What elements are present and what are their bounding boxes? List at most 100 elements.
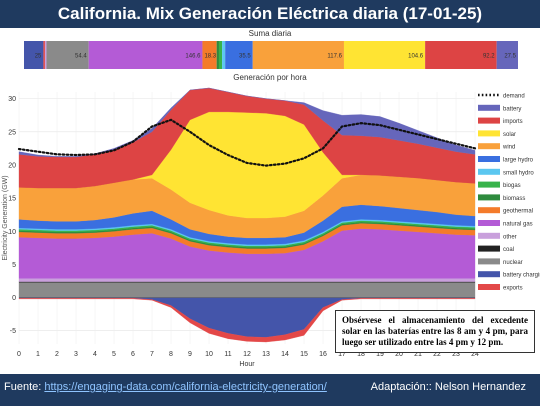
sum-bar-label: 25 xyxy=(35,54,42,60)
legend-label-small-hydro: small hydro xyxy=(503,170,534,176)
y-axis-label: Electricity Generation (GW) xyxy=(2,175,9,260)
x-tick-label: 6 xyxy=(131,351,135,358)
x-tick-label: 17 xyxy=(338,351,346,358)
footer-adaptation: Adaptación:: Nelson Hernandez xyxy=(370,381,526,393)
legend-label-solar: solar xyxy=(503,132,516,138)
x-tick-label: 0 xyxy=(17,351,21,358)
legend-label-coal: coal xyxy=(503,247,514,253)
legend-label-nuclear: nuclear xyxy=(503,260,523,266)
area-exports xyxy=(18,298,476,343)
legend-label-exports: exports xyxy=(503,286,523,292)
x-tick-label: 13 xyxy=(262,351,270,358)
footer-source-label: Fuente: xyxy=(4,381,42,393)
x-tick-label: 7 xyxy=(150,351,154,358)
sum-bar-label: 117.6 xyxy=(327,54,342,60)
legend-label-battery-charging: battery charging xyxy=(503,273,540,279)
legend-swatch-coal xyxy=(478,245,500,252)
x-tick-label: 18 xyxy=(357,351,365,358)
sum-bar-segment xyxy=(202,41,217,69)
sum-bar-label: 92.2 xyxy=(483,54,495,60)
x-tick-label: 14 xyxy=(281,351,289,358)
page-title: California. Mix Generación Eléctrica dia… xyxy=(57,4,483,23)
y-tick-label: 25 xyxy=(8,129,16,136)
sum-bar-segment xyxy=(88,41,203,69)
sum-bar-segment xyxy=(43,41,45,69)
legend-swatch-nuclear xyxy=(478,258,500,265)
sum-bar-label: 18.3 xyxy=(204,54,216,60)
x-tick-label: 4 xyxy=(93,351,97,358)
x-tick-label: 24 xyxy=(471,351,479,358)
legend-label-battery: battery xyxy=(503,106,521,112)
x-tick-label: 9 xyxy=(188,351,192,358)
sum-bar-segment xyxy=(252,41,344,69)
x-tick-label: 11 xyxy=(224,351,231,358)
sum-bar-segment xyxy=(216,41,219,69)
legend-label-large-hydro: large hydro xyxy=(503,158,534,164)
title-bar xyxy=(0,0,540,28)
y-tick-label: 15 xyxy=(8,196,16,203)
y-tick-label: 20 xyxy=(8,162,16,169)
x-axis-label: Hour xyxy=(239,361,255,368)
legend-swatch-imports xyxy=(478,117,500,124)
y-tick-label: 5 xyxy=(12,262,16,269)
sum-bar-segment xyxy=(218,41,223,69)
footer-source: Fuente: https://engaging-data.com/califo… xyxy=(4,381,327,393)
sum-bar-segment xyxy=(343,41,426,69)
sum-bar-segment xyxy=(225,41,253,69)
y-tick-label: 30 xyxy=(8,96,16,103)
x-tick-label: 3 xyxy=(74,351,78,358)
legend-swatch-solar xyxy=(478,130,500,137)
sum-bar-label: 104.6 xyxy=(408,54,424,60)
x-tick-label: 23 xyxy=(452,351,460,358)
sum-bar-label: 35.5 xyxy=(239,54,251,60)
sum-bar-segment xyxy=(46,41,89,69)
legend-swatch-wind xyxy=(478,143,500,150)
x-tick-label: 16 xyxy=(319,351,327,358)
area-chart-title: Generación por hora xyxy=(233,73,307,82)
y-tick-label: 10 xyxy=(8,229,16,236)
legend-swatch-small-hydro xyxy=(478,168,500,175)
x-tick-label: 19 xyxy=(376,351,384,358)
legend-swatch-biogas xyxy=(478,181,500,188)
x-tick-label: 10 xyxy=(205,351,213,358)
legend-swatch-natural-gas xyxy=(478,220,500,226)
y-tick-label: -5 xyxy=(10,328,16,335)
area-other xyxy=(18,278,476,282)
sum-bar-segment xyxy=(496,41,518,69)
legend-swatch-large-hydro xyxy=(478,156,500,162)
legend-label-natural-gas: natural gas xyxy=(503,222,533,228)
legend-label-geothermal: geothermal xyxy=(503,209,533,215)
legend-label-biogas: biogas xyxy=(503,183,521,189)
sum-bar-title: Suma diaria xyxy=(249,29,292,38)
sum-bar-segment xyxy=(222,41,226,69)
x-tick-label: 20 xyxy=(395,351,403,358)
sum-bar-label: 27.5 xyxy=(504,54,516,60)
sum-bar-segment xyxy=(24,41,44,69)
sum-bar-label: 54.4 xyxy=(75,54,87,60)
legend-swatch-battery-charging xyxy=(478,271,500,278)
demand-line xyxy=(17,118,477,167)
x-tick-label: 12 xyxy=(243,351,251,358)
legend-swatch-other xyxy=(478,232,500,239)
legend-label-biomass: biomass xyxy=(503,196,525,202)
x-tick-label: 21 xyxy=(414,351,422,358)
legend-label-wind: wind xyxy=(502,145,515,151)
legend-swatch-battery xyxy=(478,104,500,111)
annotation-note: Obsérvese el almacenamiento del excedent… xyxy=(335,310,535,353)
x-tick-label: 15 xyxy=(300,351,308,358)
legend-swatch-geothermal xyxy=(478,207,500,214)
legend-swatch-biomass xyxy=(478,194,500,201)
x-tick-label: 2 xyxy=(55,351,59,358)
legend-label-other: other xyxy=(503,234,517,240)
footer-source-link[interactable]: https://engaging-data.com/california-ele… xyxy=(44,381,327,393)
sum-bar-segment xyxy=(425,41,497,69)
x-tick-label: 8 xyxy=(169,351,173,358)
area-nuclear xyxy=(18,282,476,298)
x-tick-label: 22 xyxy=(433,351,441,358)
chart-canvas: Suma diaria02554.4146.618.335.5117.6104.… xyxy=(2,29,540,368)
sum-bar-segment xyxy=(44,41,47,69)
sum-bar-label: 146.6 xyxy=(185,54,201,60)
legend-label-demand: demand xyxy=(503,94,525,100)
x-tick-label: 1 xyxy=(36,351,40,358)
y-tick-label: 0 xyxy=(12,295,16,302)
